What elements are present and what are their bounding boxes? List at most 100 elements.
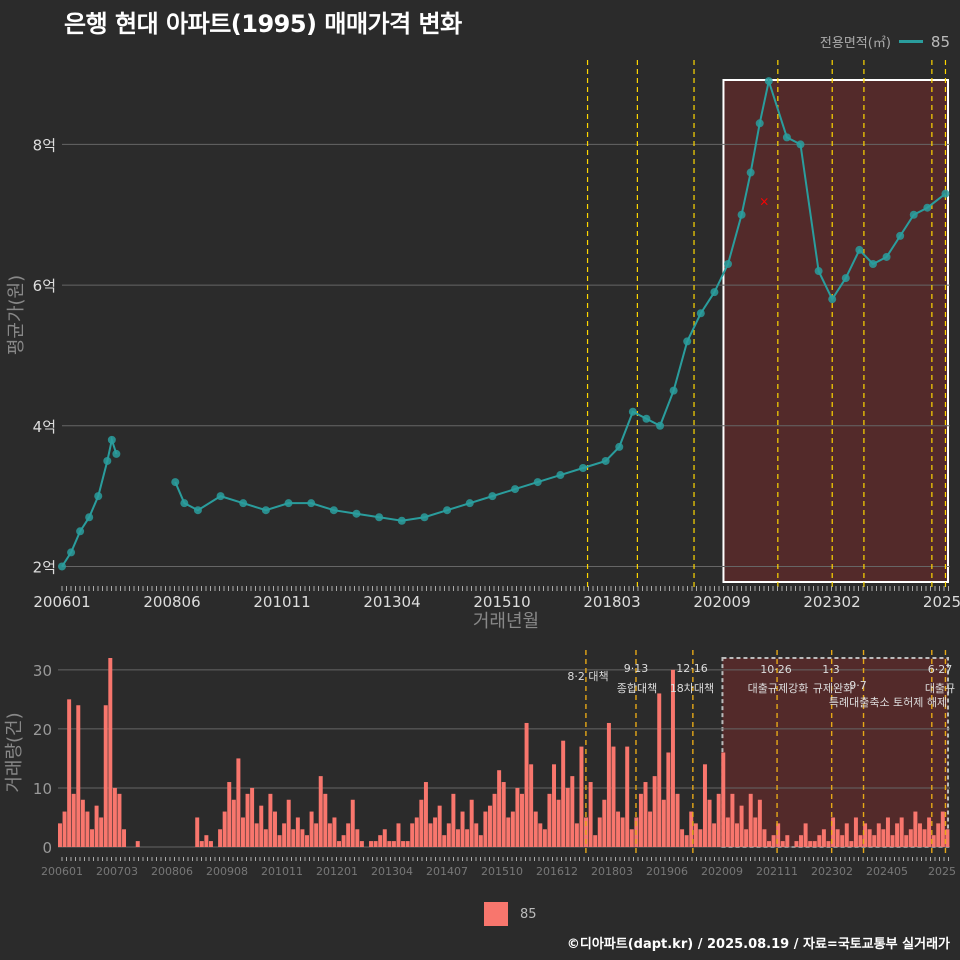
volume-bar xyxy=(58,823,62,847)
volume-bar xyxy=(767,841,771,847)
policy-label: 대출규제강화 xyxy=(748,682,809,695)
volume-bar xyxy=(616,812,620,847)
policy-label: 대출규 xyxy=(925,682,955,695)
volume-bar xyxy=(730,794,734,847)
volume-bar xyxy=(351,800,355,847)
volume-bar xyxy=(67,699,71,847)
volume-bar xyxy=(598,817,602,847)
volume-bar xyxy=(639,794,643,847)
volume-bar xyxy=(593,835,597,847)
volume-bar xyxy=(488,806,492,847)
volume-bar xyxy=(117,794,121,847)
volume-bar xyxy=(785,835,789,847)
volume-bar xyxy=(547,794,551,847)
volume-bar xyxy=(424,782,428,847)
volume-bar xyxy=(319,776,323,847)
volume-bar xyxy=(511,812,515,847)
volume-bar xyxy=(708,800,712,847)
volume-bar xyxy=(438,806,442,847)
volume-bar xyxy=(300,829,304,847)
x-tick-label-volume: 2025 xyxy=(928,865,956,878)
volume-bar xyxy=(90,829,94,847)
volume-bar xyxy=(406,841,410,847)
volume-bar xyxy=(804,823,808,847)
volume-bar xyxy=(740,806,744,847)
volume-bar xyxy=(493,794,497,847)
volume-bar xyxy=(543,829,547,847)
volume-bar xyxy=(314,823,318,847)
volume-bar xyxy=(95,806,99,847)
volume-bar xyxy=(758,800,762,847)
volume-bar xyxy=(209,841,213,847)
x-tick-label-volume: 201011 xyxy=(261,865,303,878)
volume-bar xyxy=(877,823,881,847)
volume-bar xyxy=(772,835,776,847)
volume-bar xyxy=(557,800,561,847)
volume-bar xyxy=(246,794,250,847)
volume-bar xyxy=(836,829,840,847)
volume-bar xyxy=(282,823,286,847)
volume-bar xyxy=(85,812,89,847)
x-tick-label-volume: 202009 xyxy=(701,865,743,878)
volume-bar xyxy=(561,741,565,847)
volume-bar xyxy=(369,841,373,847)
volume-bar xyxy=(566,788,570,847)
volume-bar xyxy=(859,835,863,847)
policy-label: 18차대책 xyxy=(670,682,714,695)
x-tick-label-volume: 201407 xyxy=(426,865,468,878)
volume-bar xyxy=(717,794,721,847)
y-tick-label-volume: 20 xyxy=(33,721,52,739)
volume-bar xyxy=(328,823,332,847)
volume-bar xyxy=(698,829,702,847)
volume-bar xyxy=(392,841,396,847)
volume-bar xyxy=(941,812,945,847)
volume-bar xyxy=(813,841,817,847)
y-tick-label-volume: 30 xyxy=(33,662,52,680)
volume-bar xyxy=(497,770,501,847)
volume-bar xyxy=(387,841,391,847)
volume-bar xyxy=(854,817,858,847)
x-tick-label-volume: 201803 xyxy=(591,865,633,878)
volume-bar xyxy=(342,835,346,847)
policy-label: 8·2 대책 xyxy=(567,670,608,683)
volume-bar xyxy=(461,812,465,847)
volume-bar xyxy=(868,829,872,847)
volume-bar xyxy=(794,841,798,847)
volume-bar xyxy=(479,835,483,847)
volume-bar xyxy=(383,829,387,847)
volume-bar xyxy=(753,817,757,847)
policy-label: 1·3 xyxy=(822,663,840,676)
volume-bar xyxy=(900,817,904,847)
x-tick-label-volume: 200806 xyxy=(151,865,193,878)
volume-bar xyxy=(264,829,268,847)
y-tick-label-volume: 0 xyxy=(42,839,52,857)
volume-bar xyxy=(108,658,112,847)
x-tick-label-volume: 200601 xyxy=(41,865,83,878)
volume-bar xyxy=(913,812,917,847)
volume-bar xyxy=(355,829,359,847)
volume-bar xyxy=(429,823,433,847)
volume-bar xyxy=(826,841,830,847)
volume-bar xyxy=(223,812,227,847)
volume-bar xyxy=(703,764,707,847)
volume-bar xyxy=(735,823,739,847)
volume-bar xyxy=(397,823,401,847)
volume-bar xyxy=(872,835,876,847)
x-tick-label-volume: 201612 xyxy=(536,865,578,878)
x-tick-label-volume: 202405 xyxy=(866,865,908,878)
policy-label: 9·7 xyxy=(849,679,867,692)
volume-bar xyxy=(374,841,378,847)
volume-bar xyxy=(104,705,108,847)
volume-bar xyxy=(799,835,803,847)
legend-swatch-icon xyxy=(484,902,508,926)
volume-bar xyxy=(552,764,556,847)
policy-label: 특례대출축소 토허제 해제 xyxy=(829,695,947,709)
volume-bar xyxy=(419,800,423,847)
volume-bar xyxy=(881,829,885,847)
volume-bar xyxy=(817,835,821,847)
volume-bar xyxy=(346,823,350,847)
volume-bar xyxy=(273,812,277,847)
volume-bar xyxy=(630,829,634,847)
volume-bar xyxy=(694,823,698,847)
volume-bar xyxy=(200,841,204,847)
